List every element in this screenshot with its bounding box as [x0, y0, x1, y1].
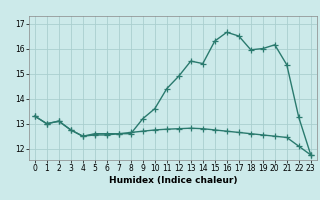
X-axis label: Humidex (Indice chaleur): Humidex (Indice chaleur) — [108, 176, 237, 185]
